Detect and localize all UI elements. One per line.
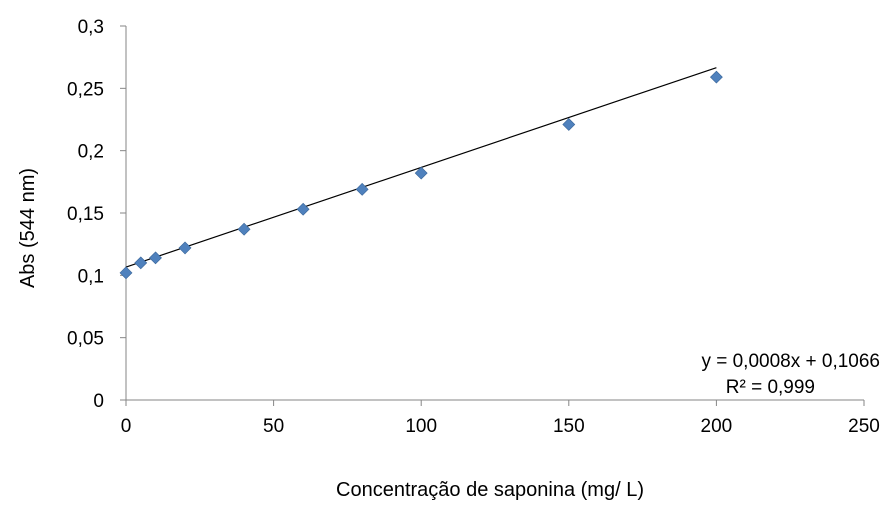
data-point (178, 241, 192, 255)
data-point (134, 256, 148, 270)
x-axis-title: Concentração de saponina (mg/ L) (336, 479, 644, 501)
y-tick-label: 0,3 (78, 17, 104, 38)
x-tick-label: 150 (553, 416, 585, 437)
data-points (119, 70, 723, 280)
y-tick-label: 0,1 (78, 266, 104, 287)
data-point (119, 266, 133, 280)
x-tick-label: 0 (121, 416, 132, 437)
y-tick-label: 0,25 (67, 79, 104, 100)
y-tick-label: 0 (93, 391, 104, 412)
r-squared-label: R² = 0,999 (726, 377, 815, 398)
data-point (709, 70, 723, 84)
data-point (296, 202, 310, 216)
x-tick-label: 200 (701, 416, 733, 437)
y-tick-label: 0,2 (78, 142, 104, 163)
y-tick-label: 0,15 (67, 204, 104, 225)
data-point (414, 166, 428, 180)
data-point (562, 118, 576, 131)
x-tick-label: 250 (848, 416, 880, 437)
data-point (149, 251, 162, 265)
y-tick-label: 0,05 (67, 329, 104, 350)
data-point (355, 182, 369, 196)
data-point (237, 222, 251, 236)
x-axis: 0 50 100 150 200 250 (121, 399, 880, 437)
x-tick-label: 100 (405, 416, 437, 437)
y-axis: 0 0,05 0,1 0,15 0,2 0,25 0,3 (67, 17, 127, 412)
y-axis-title: Abs (544 nm) (17, 168, 39, 288)
trendline-equation: y = 0,0008x + 0,1066 (701, 351, 880, 372)
x-tick-label: 50 (263, 416, 284, 437)
